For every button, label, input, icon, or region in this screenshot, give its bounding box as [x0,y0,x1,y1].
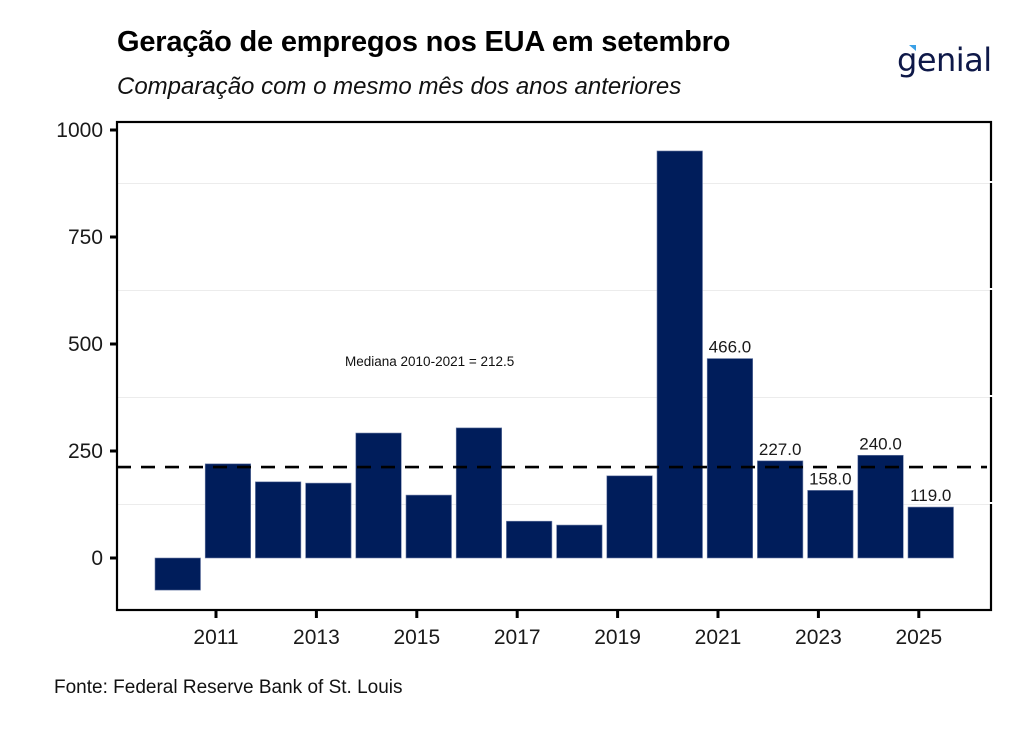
x-tick-label-2019: 2019 [594,626,641,649]
median-label: Mediana 2010-2021 = 212.5 [345,354,514,369]
y-tick-label-500: 500 [68,333,103,356]
axes: 0 250 500 750 1000 2011 2013 2015 2017 2019 2021 20… [56,74,993,649]
bar-2010 [154,557,201,591]
y-tick-label-250: 250 [68,440,103,463]
bar-2025 [907,506,954,559]
bar-2013 [305,482,352,559]
x-tick-label-2025: 2025 [895,626,942,649]
bar-2022 [757,460,804,559]
panel-border [115,120,993,612]
bars [154,150,954,591]
bar-2020 [656,150,703,559]
y-tick-label-1000: 1000 [56,119,103,142]
bar-2015 [405,494,452,559]
source-caption: Fonte: Federal Reserve Bank of St. Louis [54,677,403,698]
y-tick-label-750: 750 [68,226,103,249]
bar-2011 [204,463,251,559]
reference-line-group: Mediana 2010-2021 = 212.5 [117,354,987,469]
data-label-2024: 240.0 [859,434,902,453]
bar-2019 [606,475,653,559]
bar-2017 [506,520,553,559]
x-tick-label-2023: 2023 [795,626,842,649]
genial-logo: genial [897,44,992,76]
bar-2023 [807,490,854,559]
bar-2014 [355,432,402,559]
bar-2018 [556,524,603,559]
logo-text: genial [897,41,992,79]
data-label-2021: 466.0 [709,338,752,357]
bar-labels: 466.0 227.0 158.0 240.0 119.0 [709,338,952,506]
data-label-2023: 158.0 [809,469,852,488]
data-label-2022: 227.0 [759,440,802,459]
bar-2024 [857,454,904,559]
chart-subtitle: Comparação com o mesmo mês dos anos ante… [117,73,682,100]
logo-accent-icon [909,45,916,51]
x-tick-label-2017: 2017 [494,626,541,649]
x-tick-label-2011: 2011 [193,626,238,649]
x-tick-label-2021: 2021 [695,626,742,649]
x-tick-label-2013: 2013 [293,626,340,649]
data-label-2025: 119.0 [910,486,951,505]
bar-2021 [706,358,754,559]
bar-2012 [255,481,302,559]
chart-title: Geração de empregos nos EUA em setembro [117,26,731,58]
y-tick-label-0: 0 [91,547,103,570]
x-tick-label-2015: 2015 [393,626,440,649]
bar-2016 [455,427,503,559]
